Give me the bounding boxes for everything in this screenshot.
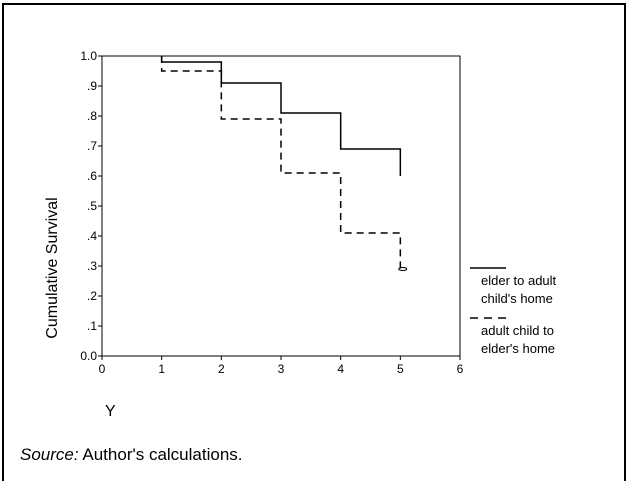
- x-axis-ticks: 0 1 2 3 4 5 6: [99, 356, 464, 376]
- figure-frame: [2, 3, 626, 481]
- y-tick-label: .6: [87, 169, 97, 183]
- x-tick-label: 3: [278, 362, 285, 376]
- y-tick-label: 0.0: [80, 349, 97, 363]
- x-tick-label: 2: [218, 362, 225, 376]
- source-text: Author's calculations.: [82, 445, 243, 464]
- y-tick-label: .7: [87, 139, 97, 153]
- legend-label: elder's home: [481, 341, 555, 356]
- y-tick-label: .2: [87, 289, 97, 303]
- source-label: Source:: [20, 445, 79, 464]
- x-tick-label: 0: [99, 362, 106, 376]
- legend-label: child's home: [481, 291, 553, 306]
- y-tick-label: .5: [87, 199, 97, 213]
- legend-label: elder to adult: [481, 273, 557, 288]
- y-tick-label: .9: [87, 79, 97, 93]
- y-axis-title: Cumulative Survival: [44, 197, 61, 338]
- series-line-adult-child-to-elder: [160, 56, 402, 269]
- y-tick-label: 1.0: [80, 49, 97, 63]
- x-tick-label: 5: [397, 362, 404, 376]
- series-layer: [160, 56, 408, 271]
- x-tick-label: 1: [158, 362, 165, 376]
- y-tick-label: .1: [87, 319, 97, 333]
- y-tick-label: .8: [87, 109, 97, 123]
- censor-mark: [398, 267, 408, 271]
- series-line-elder-to-adult-child: [160, 56, 402, 176]
- legend: elder to adult child's home adult child to…: [470, 267, 557, 356]
- x-tick-label: 6: [457, 362, 464, 376]
- y-axis-ticks: 0.0 .1 .2 .3 .4 .5 .6 .7 .8 .9 1.0: [80, 49, 102, 363]
- y-tick-label: .3: [87, 259, 97, 273]
- source-note: Source: Author's calculations.: [20, 445, 243, 465]
- y-tick-label: .4: [87, 229, 97, 243]
- x-tick-label: 4: [337, 362, 344, 376]
- legend-label: adult child to: [481, 323, 554, 338]
- x-axis-title: Y: [105, 403, 116, 420]
